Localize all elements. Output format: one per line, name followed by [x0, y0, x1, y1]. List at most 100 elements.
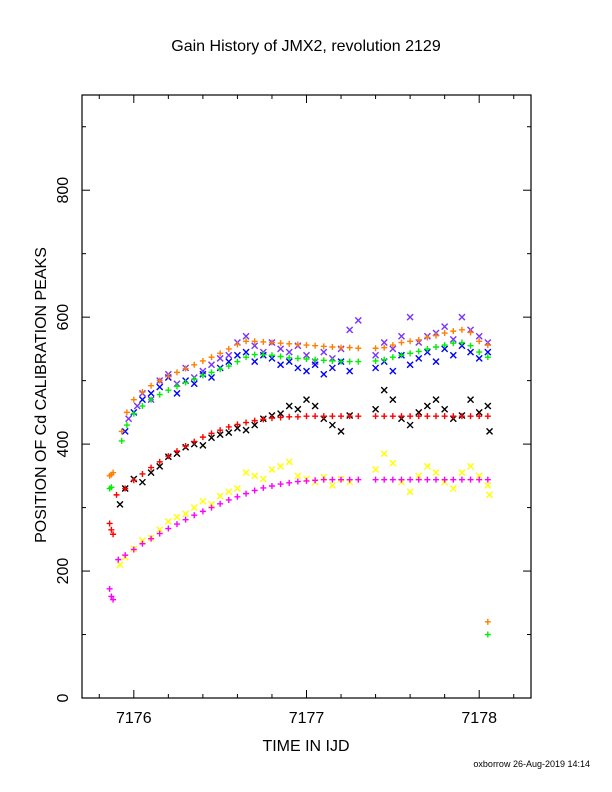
data-point: [338, 476, 345, 483]
plot-frame: [81, 94, 532, 699]
data-point: [242, 469, 250, 477]
x-tick-label: 7176: [116, 710, 152, 727]
data-point: [449, 335, 457, 343]
data-point: [182, 516, 189, 523]
data-point: [182, 443, 189, 450]
data-point: [286, 354, 293, 361]
data-point: [243, 490, 250, 497]
data-point: [303, 342, 310, 349]
data-point: [329, 476, 336, 483]
data-point: [208, 369, 215, 376]
data-point: [110, 596, 117, 603]
data-point: [294, 413, 301, 420]
data-point: [406, 421, 414, 429]
data-point: [415, 354, 423, 362]
data-point: [329, 343, 336, 350]
data-point: [320, 413, 327, 420]
data-point: [108, 593, 115, 600]
data-point: [251, 351, 258, 358]
data-point: [303, 396, 310, 404]
data-point: [268, 354, 276, 362]
data-point: [372, 357, 379, 364]
data-point: [217, 366, 224, 373]
data-point: [148, 535, 155, 542]
footer-credit: oxborrow 26-Aug-2019 14:14: [473, 759, 590, 769]
data-point: [372, 351, 380, 359]
data-point: [165, 525, 172, 532]
data-point: [328, 481, 336, 489]
data-point: [122, 552, 129, 559]
data-point: [476, 476, 483, 483]
data-point: [320, 357, 327, 364]
data-point: [329, 357, 336, 364]
data-point: [286, 479, 293, 486]
data-point: [259, 475, 267, 483]
data-point: [242, 348, 250, 356]
data-point: [130, 410, 137, 417]
data-point: [338, 413, 345, 420]
data-point: [217, 427, 224, 434]
data-point: [424, 345, 431, 352]
data-point: [406, 488, 414, 496]
data-point: [139, 470, 146, 477]
data-point: [397, 332, 405, 340]
data-point: [458, 413, 465, 420]
data-point: [243, 354, 250, 361]
data-point: [251, 472, 259, 480]
data-point: [139, 540, 146, 547]
data-point: [389, 396, 397, 404]
data-point: [441, 405, 449, 413]
data-point: [433, 476, 440, 483]
data-point: [294, 341, 301, 348]
data-point: [312, 342, 319, 349]
data-point: [190, 380, 198, 388]
data-point: [484, 402, 492, 410]
data-point: [138, 478, 146, 486]
data-point: [389, 342, 396, 349]
data-point: [277, 481, 284, 488]
data-point: [251, 421, 259, 429]
data-point: [450, 413, 457, 420]
data-point: [234, 358, 241, 365]
data-point: [243, 338, 250, 345]
data-point: [311, 402, 319, 410]
data-point: [484, 354, 491, 361]
data-point: [338, 358, 345, 365]
data-point: [199, 497, 207, 505]
data-point: [398, 339, 405, 346]
data-point: [130, 477, 137, 484]
data-point: [381, 476, 388, 483]
data-point: [450, 340, 457, 347]
data-point: [372, 345, 379, 352]
data-point: [312, 356, 319, 363]
data-point: [199, 508, 206, 515]
data-point: [286, 340, 293, 347]
data-point: [381, 413, 388, 420]
data-point: [458, 326, 465, 333]
data-point: [277, 410, 285, 418]
data-point: [475, 354, 483, 362]
data-point: [441, 342, 448, 349]
data-point: [156, 391, 163, 398]
data-point: [484, 413, 491, 420]
data-point: [476, 338, 483, 345]
data-point: [329, 413, 336, 420]
chart-title: Gain History of JMX2, revolution 2129: [171, 38, 441, 55]
data-point: [268, 339, 275, 346]
data-point: [406, 313, 414, 321]
data-point: [216, 492, 224, 500]
data-point: [165, 373, 172, 380]
data-point: [303, 351, 310, 359]
data-point: [380, 386, 388, 394]
data-point: [191, 361, 198, 368]
data-point: [165, 387, 172, 394]
data-point: [251, 358, 259, 366]
data-point: [432, 358, 440, 366]
data-point: [277, 340, 284, 347]
data-point: [346, 358, 353, 365]
data-point: [346, 326, 354, 334]
data-point: [476, 349, 483, 356]
data-point: [116, 500, 124, 508]
data-point: [415, 472, 423, 480]
data-point: [389, 413, 396, 420]
